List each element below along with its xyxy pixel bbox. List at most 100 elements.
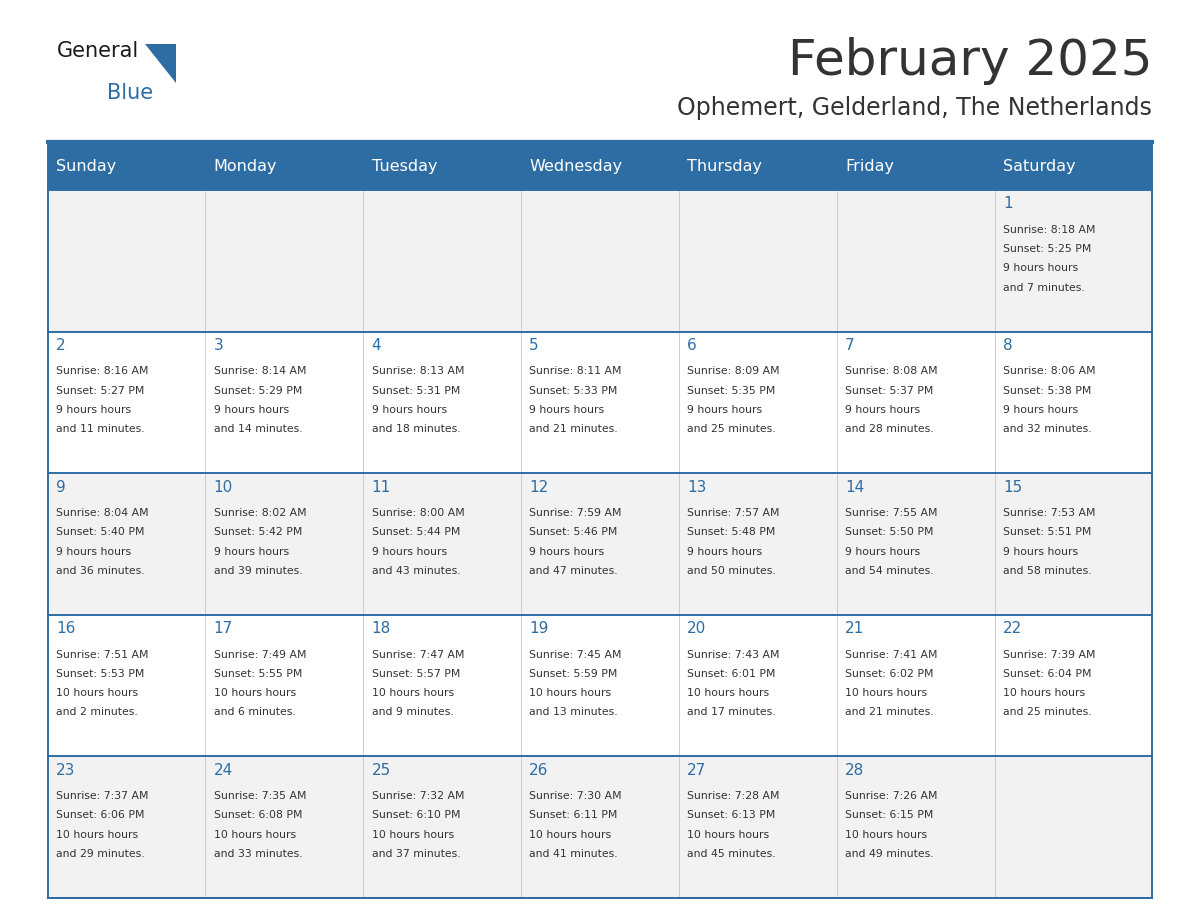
Text: 16: 16 xyxy=(56,621,75,636)
Bar xyxy=(836,615,994,756)
Text: Sunset: 5:48 PM: Sunset: 5:48 PM xyxy=(687,527,776,537)
Text: 6: 6 xyxy=(687,338,697,353)
Polygon shape xyxy=(145,44,176,83)
Text: 10 hours hours: 10 hours hours xyxy=(56,688,138,698)
Text: Sunset: 6:13 PM: Sunset: 6:13 PM xyxy=(687,811,776,821)
Text: Sunrise: 7:51 AM: Sunrise: 7:51 AM xyxy=(56,650,148,659)
Bar xyxy=(678,615,836,756)
Text: Sunset: 5:46 PM: Sunset: 5:46 PM xyxy=(530,527,618,537)
Text: 26: 26 xyxy=(530,763,549,778)
Bar xyxy=(364,190,522,331)
Text: and 6 minutes.: and 6 minutes. xyxy=(214,708,296,717)
Text: 9 hours hours: 9 hours hours xyxy=(372,405,447,415)
Text: Sunday: Sunday xyxy=(56,159,116,174)
Text: 20: 20 xyxy=(687,621,707,636)
Text: and 25 minutes.: and 25 minutes. xyxy=(687,424,776,434)
Text: and 54 minutes.: and 54 minutes. xyxy=(845,565,934,576)
Bar xyxy=(364,615,522,756)
Text: 23: 23 xyxy=(56,763,75,778)
Text: 9 hours hours: 9 hours hours xyxy=(845,405,921,415)
Text: 9 hours hours: 9 hours hours xyxy=(687,546,763,556)
Text: Sunrise: 7:30 AM: Sunrise: 7:30 AM xyxy=(530,791,623,801)
Text: Tuesday: Tuesday xyxy=(372,159,437,174)
Text: Sunset: 5:53 PM: Sunset: 5:53 PM xyxy=(56,669,144,678)
Text: Sunset: 6:11 PM: Sunset: 6:11 PM xyxy=(530,811,618,821)
Bar xyxy=(364,473,522,615)
Text: 9: 9 xyxy=(56,479,65,495)
Bar xyxy=(48,331,206,473)
Text: and 18 minutes.: and 18 minutes. xyxy=(372,424,460,434)
Text: and 21 minutes.: and 21 minutes. xyxy=(845,708,934,717)
Text: Sunrise: 7:47 AM: Sunrise: 7:47 AM xyxy=(372,650,465,659)
Text: Sunrise: 8:09 AM: Sunrise: 8:09 AM xyxy=(687,366,779,376)
Bar xyxy=(364,142,522,190)
Text: Monday: Monday xyxy=(214,159,277,174)
Text: Sunset: 6:15 PM: Sunset: 6:15 PM xyxy=(845,811,934,821)
Text: 10 hours hours: 10 hours hours xyxy=(845,688,927,698)
Bar xyxy=(48,190,206,331)
Bar xyxy=(522,190,678,331)
Text: 22: 22 xyxy=(1003,621,1022,636)
Text: 9 hours hours: 9 hours hours xyxy=(845,546,921,556)
Text: Sunrise: 7:28 AM: Sunrise: 7:28 AM xyxy=(687,791,779,801)
Text: 12: 12 xyxy=(530,479,549,495)
Text: Sunset: 5:25 PM: Sunset: 5:25 PM xyxy=(1003,244,1092,254)
Text: Sunrise: 8:14 AM: Sunrise: 8:14 AM xyxy=(214,366,307,376)
Text: and 41 minutes.: and 41 minutes. xyxy=(530,849,618,859)
Bar xyxy=(364,756,522,898)
Text: Sunrise: 7:32 AM: Sunrise: 7:32 AM xyxy=(372,791,465,801)
Text: Sunrise: 7:41 AM: Sunrise: 7:41 AM xyxy=(845,650,937,659)
Text: Sunset: 5:27 PM: Sunset: 5:27 PM xyxy=(56,386,144,396)
Bar xyxy=(522,756,678,898)
Text: 7: 7 xyxy=(845,338,854,353)
Text: 9 hours hours: 9 hours hours xyxy=(1003,263,1078,274)
Text: 10 hours hours: 10 hours hours xyxy=(687,688,770,698)
Text: Sunrise: 7:45 AM: Sunrise: 7:45 AM xyxy=(530,650,621,659)
Text: Sunset: 5:42 PM: Sunset: 5:42 PM xyxy=(214,527,302,537)
Text: Sunrise: 7:59 AM: Sunrise: 7:59 AM xyxy=(530,508,621,518)
Text: 4: 4 xyxy=(372,338,381,353)
Text: Sunset: 5:50 PM: Sunset: 5:50 PM xyxy=(845,527,934,537)
Text: Sunset: 6:01 PM: Sunset: 6:01 PM xyxy=(687,669,776,678)
Text: Sunrise: 8:00 AM: Sunrise: 8:00 AM xyxy=(372,508,465,518)
Bar xyxy=(48,756,206,898)
Text: 9 hours hours: 9 hours hours xyxy=(687,405,763,415)
Text: 10 hours hours: 10 hours hours xyxy=(372,688,454,698)
Text: 10 hours hours: 10 hours hours xyxy=(530,830,612,840)
Text: Sunset: 5:29 PM: Sunset: 5:29 PM xyxy=(214,386,302,396)
Bar xyxy=(994,142,1152,190)
Text: Sunrise: 7:26 AM: Sunrise: 7:26 AM xyxy=(845,791,937,801)
Text: and 39 minutes.: and 39 minutes. xyxy=(214,565,302,576)
Text: 10 hours hours: 10 hours hours xyxy=(687,830,770,840)
Text: and 58 minutes.: and 58 minutes. xyxy=(1003,565,1092,576)
Text: Sunset: 5:59 PM: Sunset: 5:59 PM xyxy=(530,669,618,678)
Text: Blue: Blue xyxy=(107,83,153,103)
Bar xyxy=(206,473,364,615)
Text: Sunrise: 7:39 AM: Sunrise: 7:39 AM xyxy=(1003,650,1095,659)
Text: Sunset: 6:08 PM: Sunset: 6:08 PM xyxy=(214,811,302,821)
Bar xyxy=(48,142,206,190)
Text: and 32 minutes.: and 32 minutes. xyxy=(1003,424,1092,434)
Text: February 2025: February 2025 xyxy=(788,37,1152,84)
Text: Sunset: 5:44 PM: Sunset: 5:44 PM xyxy=(372,527,460,537)
Text: and 36 minutes.: and 36 minutes. xyxy=(56,565,145,576)
Text: Sunrise: 8:06 AM: Sunrise: 8:06 AM xyxy=(1003,366,1095,376)
Bar xyxy=(836,473,994,615)
Bar xyxy=(206,615,364,756)
Text: Sunrise: 8:13 AM: Sunrise: 8:13 AM xyxy=(372,366,465,376)
Text: 14: 14 xyxy=(845,479,864,495)
Text: and 49 minutes.: and 49 minutes. xyxy=(845,849,934,859)
Text: Sunset: 5:55 PM: Sunset: 5:55 PM xyxy=(214,669,302,678)
Text: and 28 minutes.: and 28 minutes. xyxy=(845,424,934,434)
Text: 9 hours hours: 9 hours hours xyxy=(56,405,131,415)
Text: 9 hours hours: 9 hours hours xyxy=(530,546,605,556)
Text: and 7 minutes.: and 7 minutes. xyxy=(1003,283,1085,293)
Text: Sunset: 5:57 PM: Sunset: 5:57 PM xyxy=(372,669,460,678)
Text: Sunset: 5:51 PM: Sunset: 5:51 PM xyxy=(1003,527,1092,537)
Text: 9 hours hours: 9 hours hours xyxy=(56,546,131,556)
Text: 18: 18 xyxy=(372,621,391,636)
Bar xyxy=(836,142,994,190)
Bar xyxy=(836,190,994,331)
Text: 8: 8 xyxy=(1003,338,1012,353)
Bar xyxy=(678,473,836,615)
